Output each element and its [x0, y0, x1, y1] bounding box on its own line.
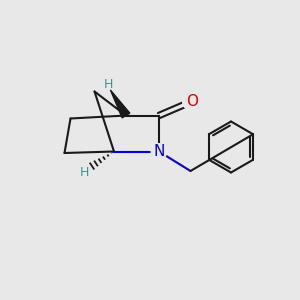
Circle shape: [151, 144, 167, 159]
Polygon shape: [110, 90, 130, 118]
Circle shape: [183, 94, 198, 110]
Text: H: H: [103, 77, 113, 91]
Text: N: N: [153, 144, 165, 159]
Text: H: H: [80, 166, 89, 179]
Text: O: O: [186, 94, 198, 110]
